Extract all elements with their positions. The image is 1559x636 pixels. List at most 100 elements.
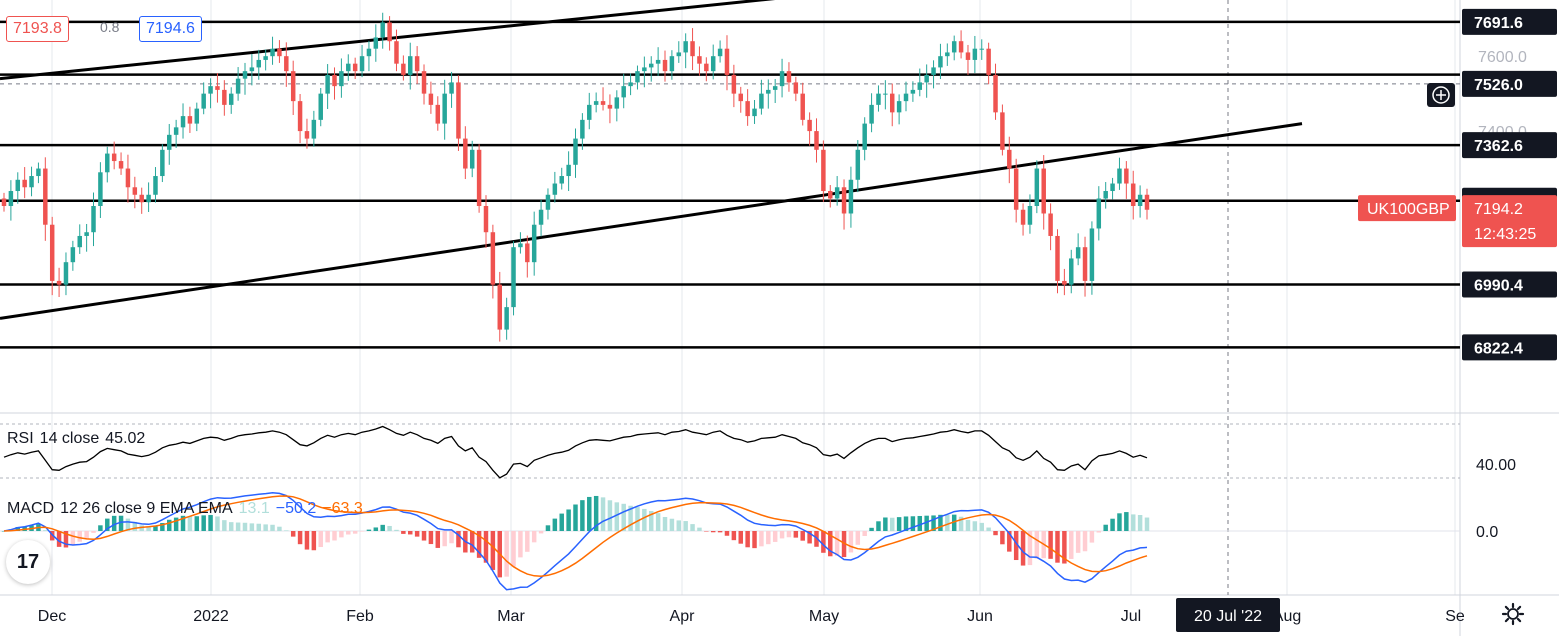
candle[interactable] xyxy=(862,117,867,161)
candle[interactable] xyxy=(256,49,262,80)
candle[interactable] xyxy=(938,43,943,80)
candle[interactable] xyxy=(883,80,888,110)
candle[interactable] xyxy=(779,58,785,98)
candle[interactable] xyxy=(167,123,172,165)
candle[interactable] xyxy=(497,271,502,342)
candle[interactable] xyxy=(559,167,564,190)
candle[interactable] xyxy=(180,103,186,139)
candle[interactable] xyxy=(43,157,48,241)
candle[interactable] xyxy=(1007,136,1012,184)
candle[interactable] xyxy=(111,141,117,170)
candle[interactable] xyxy=(118,152,124,175)
candle[interactable] xyxy=(917,68,923,97)
candle[interactable] xyxy=(828,185,833,208)
candle[interactable] xyxy=(380,12,385,49)
candle[interactable] xyxy=(394,29,399,72)
candle[interactable] xyxy=(607,94,613,124)
candle[interactable] xyxy=(649,56,654,82)
candle[interactable] xyxy=(1034,160,1040,214)
candle[interactable] xyxy=(669,50,675,80)
candle[interactable] xyxy=(249,53,255,86)
candle[interactable] xyxy=(208,78,213,109)
candle[interactable] xyxy=(146,182,151,212)
candle[interactable] xyxy=(1041,155,1046,230)
candle[interactable] xyxy=(518,232,523,254)
macd-line[interactable] xyxy=(3,492,1148,591)
candle[interactable] xyxy=(786,62,792,92)
candle[interactable] xyxy=(77,224,82,254)
add-alert-crosshair-button[interactable] xyxy=(1427,83,1455,107)
candle[interactable] xyxy=(297,94,303,144)
candle[interactable] xyxy=(1124,161,1129,199)
candle[interactable] xyxy=(552,171,558,203)
candle[interactable] xyxy=(951,35,957,61)
candle[interactable] xyxy=(490,224,496,299)
candle[interactable] xyxy=(511,241,516,316)
candle[interactable] xyxy=(821,140,826,202)
candle[interactable] xyxy=(222,80,227,116)
candle[interactable] xyxy=(869,93,874,133)
candle[interactable] xyxy=(731,64,737,108)
candle[interactable] xyxy=(717,40,723,63)
candle[interactable] xyxy=(538,200,544,237)
candle[interactable] xyxy=(1096,186,1102,241)
candle[interactable] xyxy=(759,79,764,115)
candle[interactable] xyxy=(105,146,110,183)
candle[interactable] xyxy=(979,39,984,60)
candle[interactable] xyxy=(8,180,14,221)
candle[interactable] xyxy=(573,128,578,178)
candle[interactable] xyxy=(580,113,585,150)
candle[interactable] xyxy=(318,88,323,127)
candle[interactable] xyxy=(421,64,427,105)
candle[interactable] xyxy=(986,42,991,85)
candle[interactable] xyxy=(414,46,420,84)
candle[interactable] xyxy=(277,40,282,63)
candle[interactable] xyxy=(442,79,447,140)
candle[interactable] xyxy=(855,140,861,193)
candle[interactable] xyxy=(235,67,241,101)
candle[interactable] xyxy=(228,87,234,114)
candle[interactable] xyxy=(1110,177,1115,200)
candle[interactable] xyxy=(463,126,468,180)
candle[interactable] xyxy=(160,144,165,183)
candle[interactable] xyxy=(476,144,482,213)
candle[interactable] xyxy=(1000,104,1005,156)
candle[interactable] xyxy=(263,49,268,71)
candle[interactable] xyxy=(1020,203,1026,236)
settings-gear-icon[interactable] xyxy=(1500,601,1526,627)
candle[interactable] xyxy=(1013,158,1019,223)
candle[interactable] xyxy=(387,16,392,51)
candle[interactable] xyxy=(525,235,530,278)
candle[interactable] xyxy=(655,47,661,77)
candle[interactable] xyxy=(889,83,895,127)
candle[interactable] xyxy=(366,40,372,72)
candle[interactable] xyxy=(70,240,76,271)
candle[interactable] xyxy=(91,192,96,247)
candle[interactable] xyxy=(745,89,750,126)
candle[interactable] xyxy=(614,90,620,122)
candle[interactable] xyxy=(1055,229,1060,294)
candle[interactable] xyxy=(153,167,158,203)
candle[interactable] xyxy=(201,82,206,115)
candle[interactable] xyxy=(1027,194,1033,234)
candle[interactable] xyxy=(1075,233,1081,266)
candle[interactable] xyxy=(29,166,34,197)
candle[interactable] xyxy=(1144,188,1150,220)
lower-channel-line[interactable] xyxy=(0,122,1303,320)
candle[interactable] xyxy=(56,267,62,298)
candle[interactable] xyxy=(1089,221,1095,295)
candle[interactable] xyxy=(931,60,936,89)
candle[interactable] xyxy=(1103,182,1108,209)
candle[interactable] xyxy=(332,67,337,100)
candle[interactable] xyxy=(766,79,771,109)
candle[interactable] xyxy=(910,81,916,102)
candle[interactable] xyxy=(1048,203,1053,251)
candle[interactable] xyxy=(173,119,179,148)
candle[interactable] xyxy=(132,176,138,209)
candle[interactable] xyxy=(1082,236,1088,297)
candle[interactable] xyxy=(697,46,702,76)
candle[interactable] xyxy=(304,118,310,149)
candle[interactable] xyxy=(738,86,743,113)
candle[interactable] xyxy=(483,195,489,248)
candle[interactable] xyxy=(676,41,682,63)
